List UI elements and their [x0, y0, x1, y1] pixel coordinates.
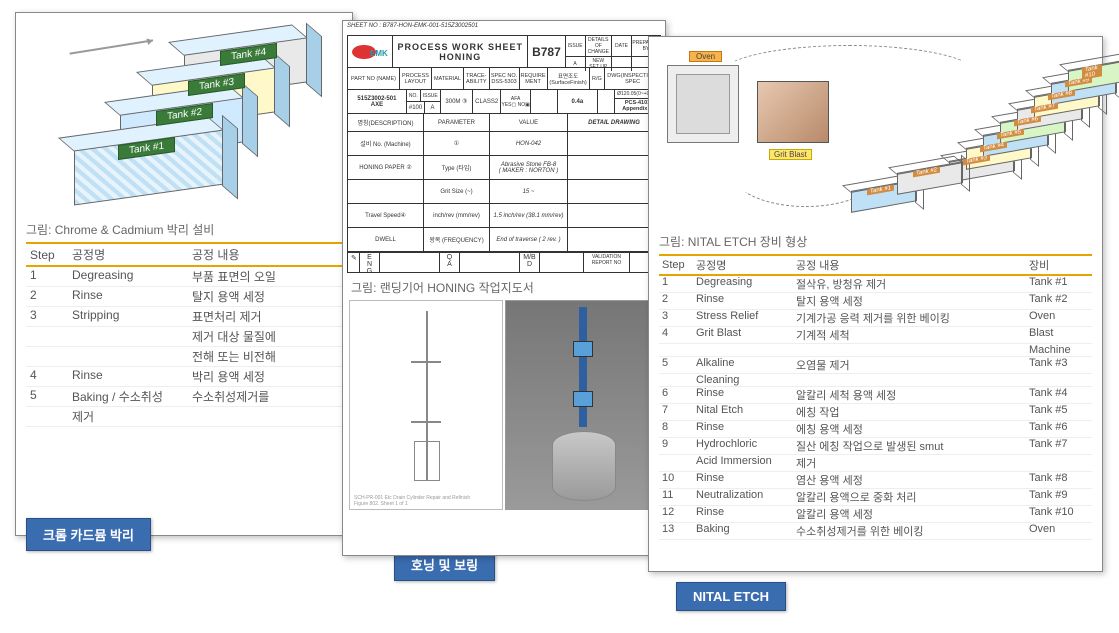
- mid-caption: 그림: 랜딩기어 HONING 작업지도서: [343, 277, 665, 298]
- hdr-details: DETAILS OF CHANGE: [586, 36, 612, 56]
- emk-logo-icon: EMK: [350, 42, 390, 62]
- table-row: 9Hydrochloric질산 에칭 작업으로 발생된 smutTank #7: [659, 438, 1092, 455]
- r3-300m: 300M ③: [441, 90, 473, 113]
- left-col-desc: 공정 내용: [188, 243, 342, 266]
- eng-mbd: M/B D: [520, 253, 540, 272]
- r3-class2: CLASS2: [473, 90, 501, 113]
- r3-issue: ISSUE: [421, 90, 440, 101]
- honing-photo: [505, 300, 659, 510]
- r2-trace: TRACE- ABILITY: [464, 68, 489, 89]
- ch-value: VALUE: [490, 114, 568, 131]
- equip-sketch: Oven Grit Blast Tank #3Tank #4Tank #5Tan…: [649, 37, 1102, 233]
- r3-no: NO.: [407, 90, 421, 101]
- eng-val: VALIDATION REPORT NO: [584, 253, 630, 272]
- r2-layout: PROCESS LAYOUT: [400, 68, 432, 89]
- table-row: 1Degreasing절삭유, 방청유 제거Tank #1: [659, 275, 1092, 293]
- svg-text:EMK: EMK: [370, 49, 388, 58]
- eng-icon: ✎: [348, 253, 360, 272]
- b787-cell: B787: [528, 36, 565, 67]
- table-row: Acid Immersion제거: [659, 455, 1092, 472]
- r2-rg: R/G: [590, 68, 606, 89]
- ws-title1: PROCESS WORK SHEET: [397, 42, 523, 52]
- r3-afa: AFA YES▢ NO▣: [501, 90, 531, 113]
- hdr-issue: ISSUE: [566, 36, 586, 56]
- panel-chrome-cadmium: Tank #4 Tank #3 Tank #2 Tank #1 그림: Chro…: [15, 12, 353, 536]
- left-process-table: Step 공정명 공정 내용 1Degreasing부품 표면의 오일2Rins…: [26, 242, 342, 427]
- right-caption: 그림: NITAL ETCH 장비 형상: [659, 233, 1092, 250]
- table-row: 5Baking / 수소취성수소취성제거를: [26, 387, 342, 407]
- panel-honing: SHEET NO : B787-HON-EMK-001-515Z3002501 …: [342, 20, 666, 556]
- table-row: Machine: [659, 344, 1092, 357]
- tag-nital: NITAL ETCH: [676, 582, 786, 611]
- sheet-no: SHEET NO : B787-HON-EMK-001-515Z3002501: [343, 21, 665, 31]
- hdr-date: DATE: [612, 36, 632, 56]
- r2-material: MATERIAL: [432, 68, 464, 89]
- r2-require: REQUIRE MENT: [520, 68, 548, 89]
- right-process-table: Step 공정명 공정 내용 장비 1Degreasing절삭유, 방청유 제거…: [659, 254, 1092, 540]
- r-col-equip: 장비: [1026, 255, 1092, 275]
- table-row: 11Neutralization알칼리 용액으로 중화 처리Tank #9: [659, 489, 1092, 506]
- table-row: 1Degreasing부품 표면의 오일: [26, 266, 342, 287]
- table-row: 2Rinse탈지 용액 세정: [26, 287, 342, 307]
- left-col-name: 공정명: [68, 243, 188, 266]
- ch-param: PARAMETER: [424, 114, 490, 131]
- ws-title2: HONING: [439, 52, 481, 62]
- r-col-step: Step: [659, 255, 693, 275]
- table-row: 4Rinse박리 용액 세정: [26, 367, 342, 387]
- r-col-desc: 공정 내용: [793, 255, 1026, 275]
- table-row: 제거: [26, 407, 342, 427]
- ws-row: Grit Size (~)15 ~: [348, 180, 660, 204]
- r2-surface: 표면조도 (SurfaceFinish): [548, 68, 590, 89]
- honing-schematic: SCH-PR-001 Etc Drain Cylinder Repair and…: [349, 300, 503, 510]
- ws-row: 설비 No. (Machine)①HON-042: [348, 132, 660, 156]
- flow-curve-1: [719, 45, 979, 105]
- table-row: 3Stress Relief기계가공 응력 제거를 위한 베이킹Oven: [659, 310, 1092, 327]
- tag-chrome-cadmium: 크롬 카드뮴 박리: [26, 518, 151, 551]
- worksheet-box: EMK PROCESS WORK SHEET HONING B787 ISSUE…: [347, 35, 661, 273]
- table-row: 4Grit Blast기계적 세척Blast: [659, 327, 1092, 344]
- left-caption: 그림: Chrome & Cadmium 박리 설비: [26, 221, 342, 238]
- worksheet-body: 설비 No. (Machine)①HON-042HONING PAPER ②Ty…: [348, 132, 660, 252]
- table-row: 7Nital Etch에칭 작업Tank #5: [659, 404, 1092, 421]
- r3-part: 515Z3002-501 AXE: [348, 90, 407, 113]
- panel-nital-etch: Oven Grit Blast Tank #3Tank #4Tank #5Tan…: [648, 36, 1103, 572]
- ws-row: HONING PAPER ②Type (타입)Abrasive Stone FB…: [348, 156, 660, 180]
- r2-partno: PART NO (NAME): [348, 68, 400, 89]
- table-row: 8Rinse에칭 용액 세정Tank #6: [659, 421, 1092, 438]
- table-row: 10Rinse염산 용액 세정Tank #8: [659, 472, 1092, 489]
- table-row: 제거 대상 물질에: [26, 327, 342, 347]
- ch-detail: DETAIL DRAWING: [568, 114, 660, 131]
- table-row: 2Rinse탈지 용액 세정Tank #2: [659, 293, 1092, 310]
- table-row: 5Alkaline오염물 제거Tank #3: [659, 357, 1092, 374]
- ch-desc: 명칭(DESCRIPTION): [348, 114, 424, 131]
- table-row: 6Rinse알칼리 세척 용액 세정Tank #4: [659, 387, 1092, 404]
- oven-label: Oven: [689, 51, 722, 62]
- mid-images: SCH-PR-001 Etc Drain Cylinder Repair and…: [343, 298, 665, 512]
- ws-row: Travel Speed④inch/rev (mm/rev)1.5 inch/r…: [348, 204, 660, 228]
- eng-qa: Q A: [440, 253, 460, 272]
- r-col-name: 공정명: [693, 255, 793, 275]
- table-row: 12Rinse알칼리 용액 세정Tank #10: [659, 506, 1092, 523]
- r3-100: #100: [407, 102, 425, 113]
- table-row: Cleaning: [659, 374, 1092, 387]
- table-row: 13Baking수소취성제거를 위한 베이킹Oven: [659, 523, 1092, 540]
- eng-e: E N G: [360, 253, 380, 272]
- r3-A: A: [425, 102, 440, 113]
- ws-row: DWELL왕복 (FREQUENCY)End of traverse ( 2 r…: [348, 228, 660, 252]
- table-row: 3Stripping표면처리 제거: [26, 307, 342, 327]
- arrow-icon: [38, 37, 188, 57]
- left-col-step: Step: [26, 243, 68, 266]
- r2-spec: SPEC NO. DSS-5303: [490, 68, 520, 89]
- table-row: 전해 또는 비전해: [26, 347, 342, 367]
- rtank-b2: [897, 161, 963, 195]
- tanks-isometric: Tank #4 Tank #3 Tank #2 Tank #1: [16, 13, 352, 213]
- r3-04a: 0.4a: [558, 90, 598, 113]
